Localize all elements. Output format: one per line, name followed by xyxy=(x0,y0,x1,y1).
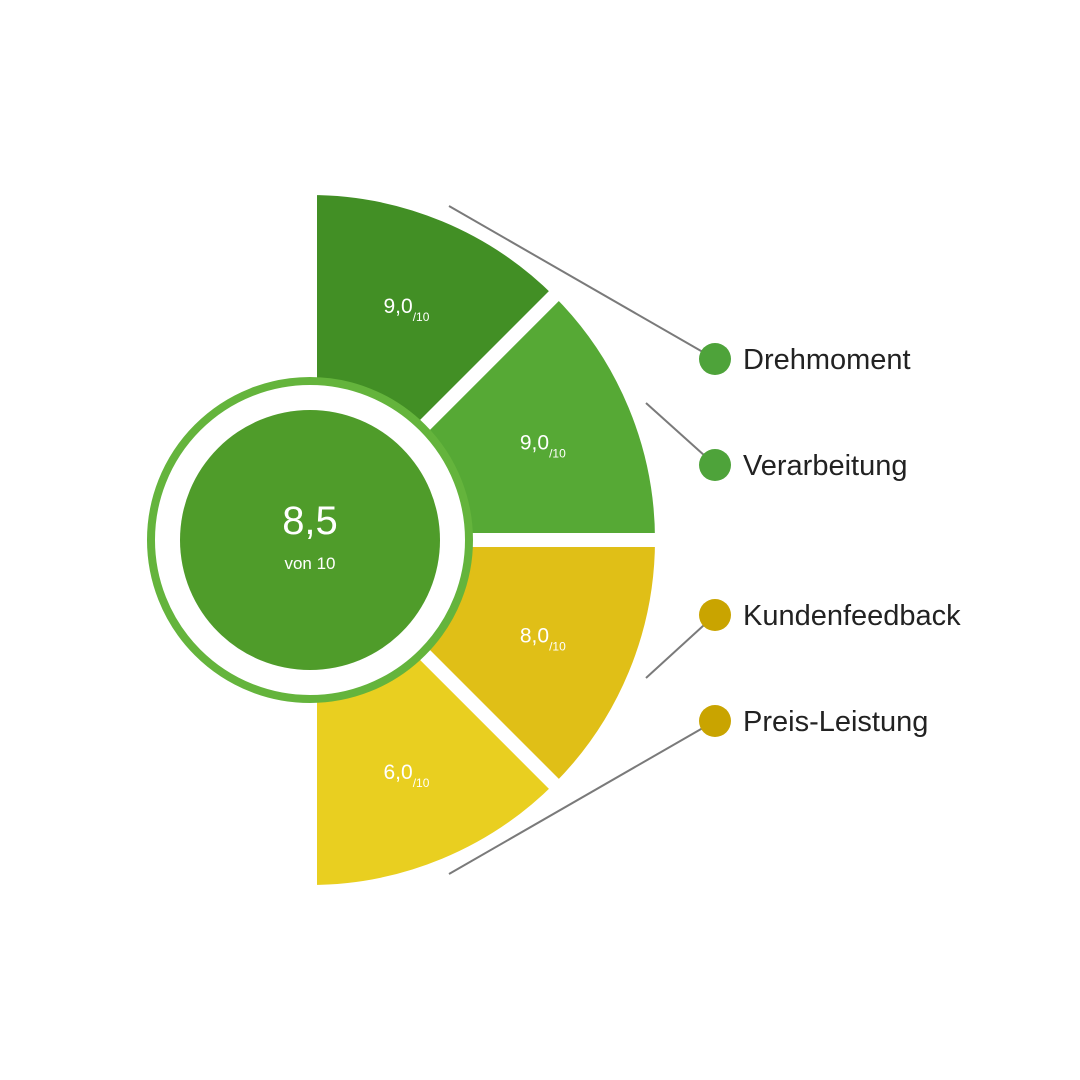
legend-dot-kundenfeedback xyxy=(699,599,731,631)
legend-label-verarbeitung: Verarbeitung xyxy=(743,450,907,482)
overall-score-disc xyxy=(180,410,440,670)
segment-value-kundenfeedback: 8,0/10 xyxy=(520,624,566,653)
segment-value-verarbeitung: 9,0/10 xyxy=(520,432,566,461)
overall-score-value: 8,5 xyxy=(282,499,338,543)
segment-label-layer: 9,0/10 9,0/10 8,0/10 6,0/10 xyxy=(383,295,566,790)
legend: Drehmoment Verarbeitung Kundenfeedback Prei… xyxy=(699,343,961,738)
legend-label-preis-leistung: Preis-Leistung xyxy=(743,706,928,738)
legend-label-drehmoment: Drehmoment xyxy=(743,344,911,376)
segment-value-preis-leistung: 6,0/10 xyxy=(383,761,429,790)
legend-dot-preis-leistung xyxy=(699,705,731,737)
segment-value-drehmoment: 9,0/10 xyxy=(383,295,429,324)
legend-dot-drehmoment xyxy=(699,343,731,375)
leader-line-drehmoment xyxy=(448,205,716,360)
legend-dot-verarbeitung xyxy=(699,449,731,481)
leader-line-preis-leistung xyxy=(448,720,716,875)
overall-score-sublabel: von 10 xyxy=(284,554,335,573)
legend-label-kundenfeedback: Kundenfeedback xyxy=(743,600,961,632)
